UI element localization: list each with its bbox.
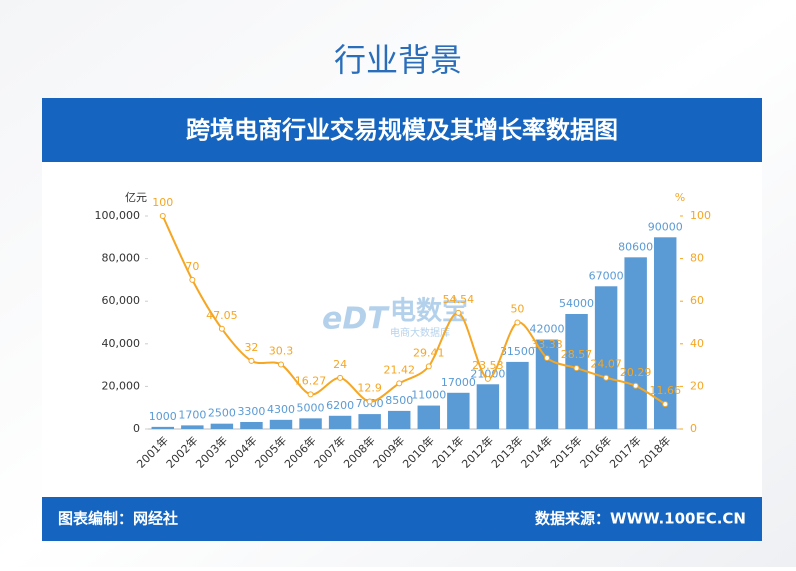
line-point [573,365,580,372]
bar-label: 6200 [326,399,354,412]
bar [328,415,352,429]
line-point [662,401,669,408]
bar-label: 80600 [618,240,653,253]
line-point [484,375,491,382]
y-tick-label: 20,000 [102,379,141,392]
y-tick-label: 80,000 [102,252,141,265]
y2-tick-label: 100 [690,209,711,222]
line-point [337,374,344,381]
bar-label: 3300 [237,405,265,418]
heading: 行业背景 [334,41,462,79]
line-label: 100 [152,196,173,209]
line-label: 50 [510,303,524,316]
line-point [278,361,284,368]
bar [387,410,411,429]
y-tick-label: 60,000 [102,294,141,307]
line-label: 54.54 [443,293,475,306]
footer-right: 数据来源：WWW.100EC.CN [535,510,746,528]
watermark: eDT 电数宝 电商大数据库 [322,296,468,340]
line-label: 23.53 [472,359,504,372]
y2-tick-label: 20 [690,379,704,392]
line-label: 29.41 [413,346,445,359]
bar [624,257,647,429]
line-point [544,355,550,362]
footer [42,497,762,541]
footer-left: 图表编制：网经社 [58,510,178,528]
line-label: 70 [185,260,199,273]
line-point [396,380,403,387]
bar-label: 1700 [178,408,206,421]
line-point [455,309,462,316]
watermark-logo: eDT [322,302,390,337]
bar [299,418,322,429]
line-label: 33.33 [531,338,563,351]
line-point [218,325,225,332]
y2-tick-label: 60 [690,294,704,307]
y-tick-label: 100,000 [95,209,141,222]
bar [535,339,559,429]
line-label: 24.07 [590,358,622,371]
line-label: 16.27 [295,374,327,387]
y-axis-unit: 亿元 [125,191,147,204]
bar [417,405,441,429]
y2-axis-unit: % [675,191,685,204]
line-label: 11.66 [649,384,681,397]
line-point [603,374,610,381]
line-label: 28.57 [561,348,593,361]
bar [210,423,234,429]
y-tick-label: 0 [133,422,140,435]
banner [42,98,762,162]
line-label: 24 [333,358,347,371]
bar-label: 2500 [208,407,236,420]
line-point [632,382,639,389]
bar [447,392,470,429]
bar-label: 31500 [500,345,535,358]
y2-tick-label: 80 [690,252,704,265]
line-label: 20.29 [620,366,652,379]
bar-label: 4300 [267,403,295,416]
watermark-tagline: 电商大数据库 [390,326,450,339]
line-label: 12.9 [357,382,382,395]
y2-tick-label: 0 [690,422,697,435]
bar-label: 42000 [530,323,565,336]
bar [506,361,529,429]
line-point [514,319,521,326]
bar [358,414,381,429]
bar [269,419,293,429]
line-point [189,276,196,283]
line-label: 32 [244,341,258,354]
bar-label: 11000 [411,389,446,402]
line-point [366,398,373,405]
line-label: 47.05 [206,309,238,322]
line-label: 30.3 [269,344,294,357]
bar [240,421,263,429]
y-tick-label: 40,000 [102,337,141,350]
line-point [307,391,314,398]
bar [594,286,618,429]
line-label: 21.42 [383,363,415,376]
banner-title: 跨境电商行业交易规模及其增长率数据图 [186,116,618,144]
bar-label: 21000 [470,367,505,380]
bar [653,237,677,429]
bar-label: 90000 [648,220,683,233]
line-point [159,213,166,219]
bar-label: 17000 [441,376,476,389]
bar [476,384,500,429]
bar [565,313,588,429]
bar-label: 8500 [385,394,413,407]
bar-label: 1000 [149,410,177,423]
watermark-name: 电数宝 [390,296,468,327]
bar-label: 54000 [559,297,594,310]
bar-label: 5000 [297,401,325,414]
bar [181,425,204,429]
bar-label: 67000 [589,269,624,282]
line-point [248,357,255,364]
line-point [425,363,432,370]
bar [151,426,175,429]
y2-tick-label: 40 [690,337,704,350]
